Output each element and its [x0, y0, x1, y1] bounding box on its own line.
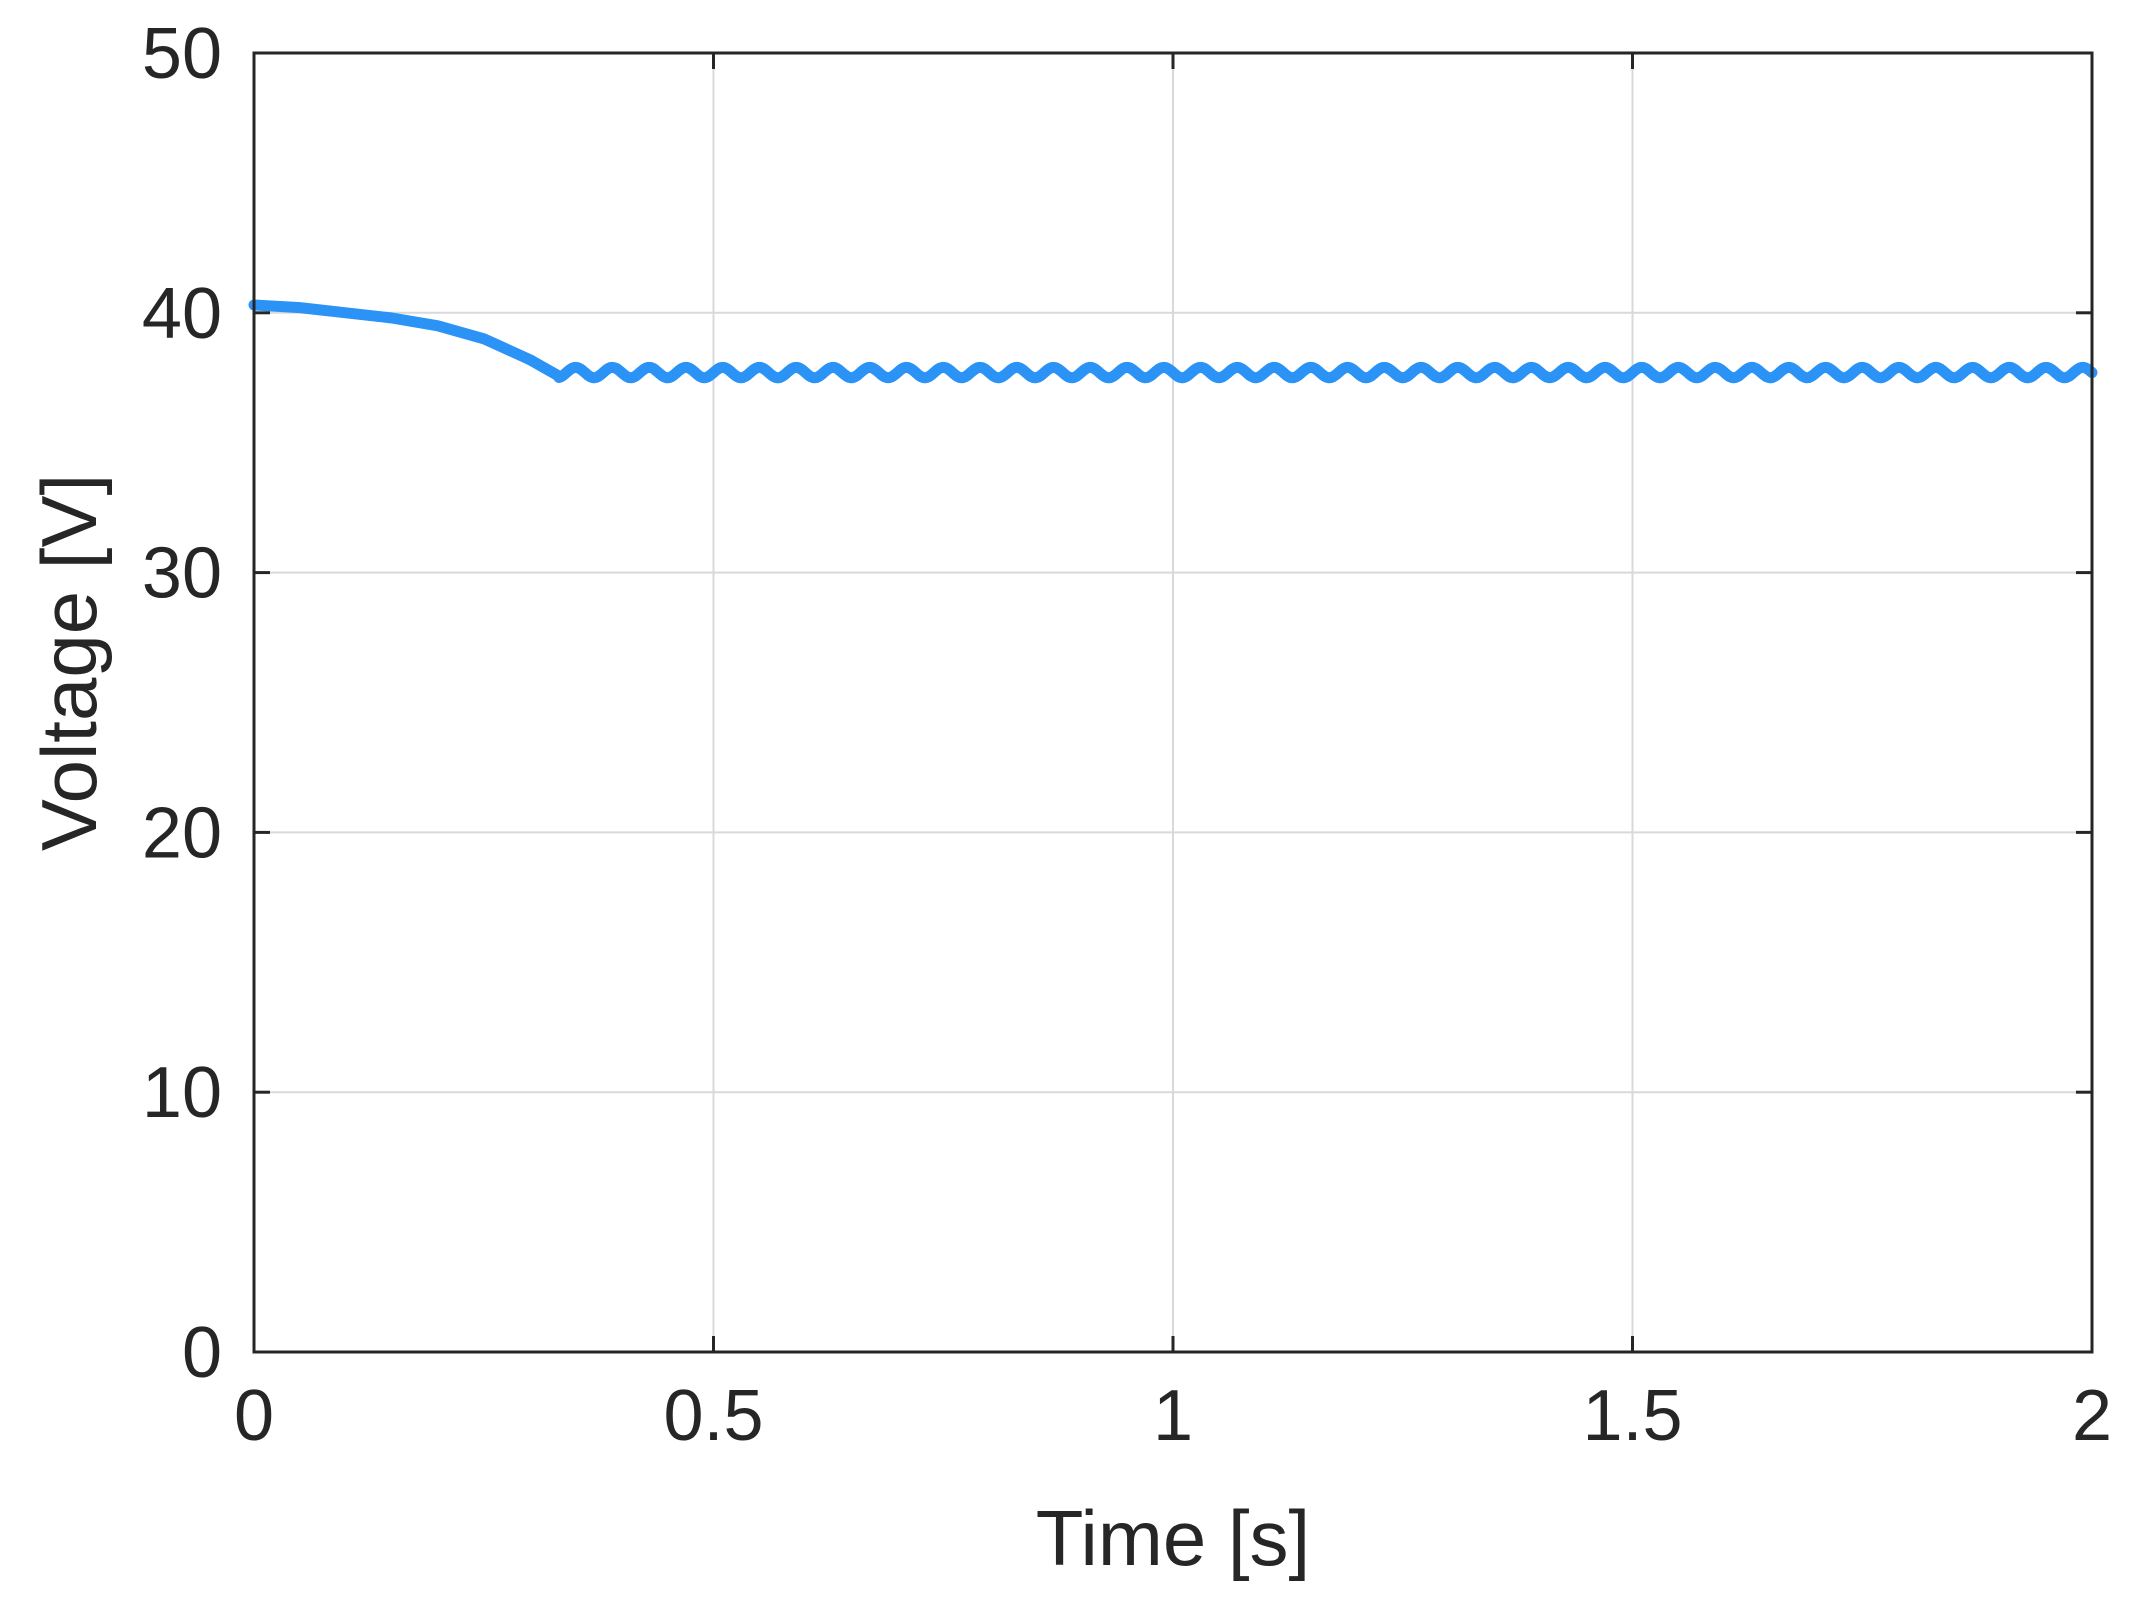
- y-tick-label: 20: [142, 793, 222, 873]
- y-tick-label: 30: [142, 534, 222, 614]
- ticks: [252, 51, 2094, 1354]
- y-tick-label: 10: [142, 1053, 222, 1133]
- x-axis-title: Time [s]: [1036, 1494, 1310, 1582]
- grid: [254, 53, 2092, 1352]
- y-axis-title: Voltage [V]: [25, 474, 113, 851]
- x-tick-labels: 0 0.5 1 1.5 2: [234, 1376, 2112, 1456]
- x-tick-label: 2: [2072, 1376, 2112, 1456]
- series-layer: [248, 299, 2098, 384]
- y-tick-labels: 0 10 20 30 40 50: [142, 14, 222, 1393]
- y-tick-label: 50: [142, 14, 222, 94]
- x-tick-label: 1: [1153, 1376, 1193, 1456]
- x-tick-label: 0: [234, 1376, 274, 1456]
- y-tick-label: 40: [142, 274, 222, 354]
- x-tick-label: 0.5: [663, 1376, 763, 1456]
- y-tick-label: 0: [182, 1313, 222, 1393]
- voltage-series-line: [248, 299, 2098, 384]
- x-tick-label: 1.5: [1582, 1376, 1682, 1456]
